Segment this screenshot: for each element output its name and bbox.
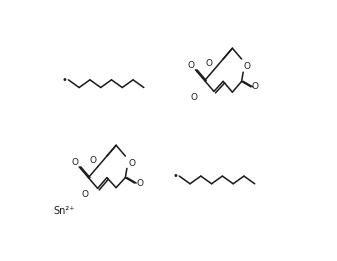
- Text: O: O: [136, 179, 144, 187]
- Text: Sn²⁺: Sn²⁺: [54, 206, 75, 216]
- Text: O: O: [71, 158, 78, 167]
- Text: O: O: [128, 159, 135, 168]
- Text: O: O: [206, 59, 213, 68]
- Text: O: O: [190, 93, 197, 102]
- Text: •: •: [62, 75, 67, 85]
- Text: O: O: [90, 156, 96, 165]
- Text: •: •: [173, 171, 178, 181]
- Text: O: O: [252, 82, 259, 91]
- Text: O: O: [82, 190, 89, 199]
- Text: O: O: [187, 61, 194, 70]
- Text: O: O: [244, 62, 250, 71]
